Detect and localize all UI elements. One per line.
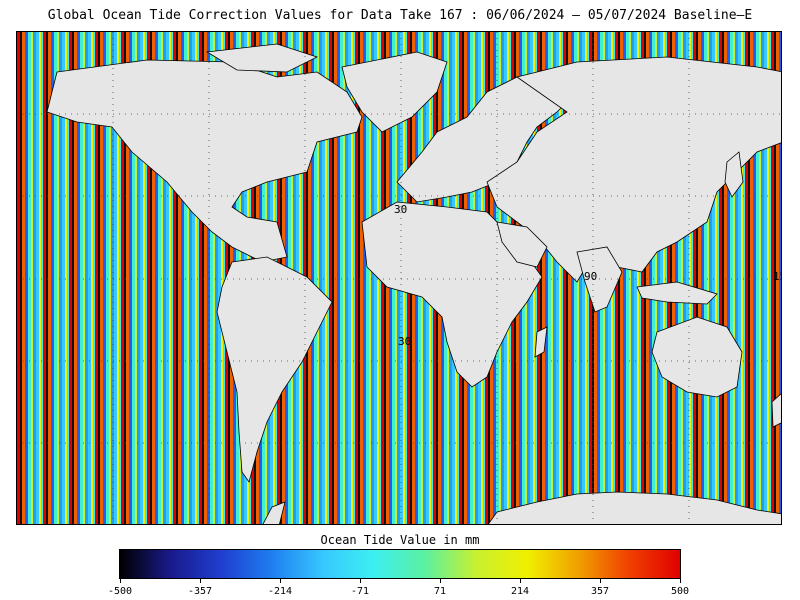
colorbar-tick-label: 214	[510, 586, 530, 597]
colorbar-tick-label: -214	[267, 586, 293, 597]
colorbar-tick-label: 71	[433, 586, 447, 597]
colorbar-tick-mark	[200, 579, 201, 583]
asia	[486, 56, 781, 283]
colorbar-tick-mark	[680, 579, 681, 583]
colorbar-tick-mark	[600, 579, 601, 583]
arctic-islands	[205, 43, 319, 73]
colorbar	[119, 549, 681, 579]
map-title: Global Ocean Tide Correction Values for …	[47, 8, 753, 23]
grid-label-lon-150: 150	[773, 270, 782, 283]
colorbar-tick-mark	[120, 579, 121, 583]
graticule	[17, 32, 781, 524]
greenland	[341, 51, 448, 133]
madagascar	[534, 326, 548, 358]
grid-label-lat-30: 30	[394, 203, 407, 216]
south-america	[216, 256, 333, 483]
north-america	[46, 59, 363, 263]
new-zealand	[771, 393, 781, 428]
india	[576, 246, 623, 313]
grid-label-lat-minus-30: 30	[398, 335, 411, 348]
australia	[651, 316, 743, 398]
colorbar-tick-label: 357	[590, 586, 610, 597]
colorbar-title: Ocean Tide Value in mm	[320, 533, 480, 547]
europe	[396, 71, 578, 203]
colorbar-tick-label: -500	[107, 586, 133, 597]
arabian-peninsula	[496, 221, 548, 268]
southeast-asia-islands	[636, 281, 718, 305]
grid-label-lon-90: 90	[584, 270, 597, 283]
colorbar-tick-mark	[280, 579, 281, 583]
land-masses	[46, 43, 781, 524]
colorbar-tick-label: -357	[187, 586, 213, 597]
antarctica	[487, 491, 781, 524]
colorbar-tick-label: -71	[350, 586, 370, 597]
antarctic-peninsula	[262, 501, 286, 524]
grid-labels: 30 30 90 150	[394, 203, 782, 348]
colorbar-tick-mark	[360, 579, 361, 583]
colorbar-tick-mark	[440, 579, 441, 583]
japan	[724, 151, 744, 198]
colorbar-tick-label: 500	[670, 586, 690, 597]
world-map: 30 30 90 150	[16, 31, 782, 525]
colorbar-tick-mark	[520, 579, 521, 583]
